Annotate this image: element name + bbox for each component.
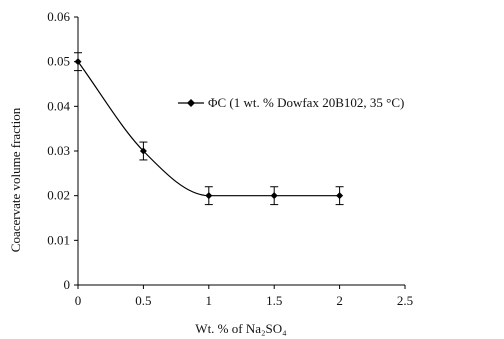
y-tick-label: 0 [64,277,71,292]
y-tick-label: 0.06 [47,9,70,24]
y-tick-label: 0.05 [47,54,70,69]
x-axis-label: Wt. % of Na₂SO₄ [195,321,287,336]
data-point [139,147,147,155]
legend: ΦC (1 wt. % Dowfax 20B102, 35 °C) [178,95,404,110]
x-axis-ticks: 0 0.5 1 1.5 2 2.5 [75,285,413,308]
y-axis-label: Coacervate volume fraction [8,107,23,252]
x-tick-label: 1.5 [266,293,282,308]
series-layer [74,52,344,206]
y-tick-label: 0.04 [47,98,70,113]
x-tick-label: 2.5 [397,293,413,308]
data-point [336,192,344,200]
legend-marker [187,99,195,107]
legend-label: ΦC (1 wt. % Dowfax 20B102, 35 °C) [208,95,404,110]
y-axis-ticks: 0 0.01 0.02 0.03 0.04 0.05 0.06 [47,9,78,292]
y-tick-label: 0.02 [47,188,70,203]
data-point [205,192,213,200]
data-point [74,58,82,66]
axes [77,17,405,286]
x-tick-label: 2 [336,293,343,308]
y-tick-label: 0.03 [47,143,70,158]
series-line [77,61,340,197]
data-point [270,192,278,200]
y-tick-label: 0.01 [47,232,70,247]
x-tick-label: 0 [75,293,82,308]
x-tick-label: 1 [206,293,213,308]
x-tick-label: 0.5 [135,293,151,308]
